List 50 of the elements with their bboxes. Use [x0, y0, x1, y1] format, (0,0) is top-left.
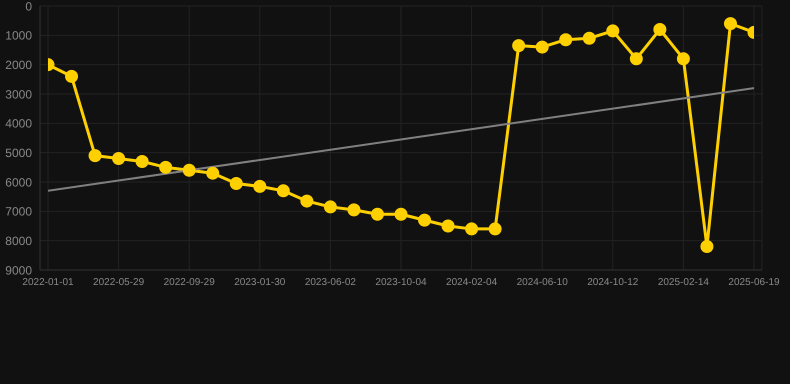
point	[700, 240, 714, 254]
y-tick-label: 5000	[5, 146, 32, 160]
point	[676, 52, 690, 66]
point	[536, 40, 549, 54]
y-tick-label: 7000	[5, 204, 32, 219]
x-tick-label: 2022-01-01	[22, 277, 74, 288]
point	[182, 164, 196, 177]
point	[230, 176, 243, 190]
point	[394, 208, 408, 221]
point	[442, 220, 455, 232]
point	[324, 200, 337, 214]
y-tick-label: 0	[25, 0, 32, 14]
point	[88, 149, 102, 162]
point	[136, 154, 149, 168]
x-tick-label: 2022-09-29	[164, 277, 216, 288]
x-tick-label: 2024-06-10	[516, 277, 568, 288]
y-tick-label: 4000	[5, 116, 32, 131]
x-tick-label: 2024-02-04	[446, 277, 498, 288]
point	[465, 222, 478, 236]
point	[559, 33, 572, 46]
y-tick-label: 6000	[5, 175, 32, 190]
point	[582, 32, 596, 45]
x-tick-label: 2023-06-02	[304, 277, 356, 288]
x-tick-label: 2024-10-12	[587, 277, 639, 288]
point	[653, 22, 666, 36]
x-tick-label: 2023-10-04	[375, 277, 428, 288]
y-tick-label: 8000	[5, 234, 32, 248]
x-tick-label: 2025-02-14	[658, 277, 710, 288]
y-tick-label: 2000	[5, 58, 32, 72]
point	[370, 208, 384, 221]
x-tick-label: 2023-01-30	[234, 277, 286, 288]
point	[630, 52, 643, 66]
x-tick-label: 2025-06-19	[728, 277, 780, 288]
y-tick-label: 9000	[5, 263, 32, 278]
point	[112, 152, 126, 166]
y-tick-label: 3000	[5, 87, 32, 102]
point	[606, 24, 620, 38]
point	[488, 222, 502, 236]
x-tick-label: 2022-05-29	[93, 277, 145, 288]
point	[253, 180, 266, 193]
point	[300, 194, 314, 208]
point	[206, 166, 220, 180]
point	[724, 17, 737, 30]
point	[65, 70, 78, 83]
y-tick-label: 1000	[5, 28, 32, 43]
point	[418, 214, 432, 227]
point	[159, 160, 172, 174]
point	[276, 184, 290, 198]
point	[512, 39, 526, 52]
point	[347, 203, 360, 216]
